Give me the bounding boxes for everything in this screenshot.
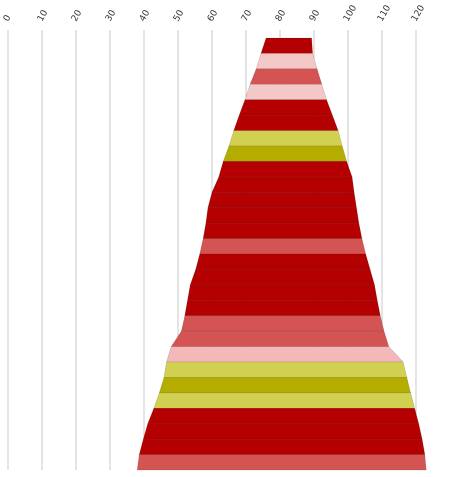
x-axis-tick-labels: 0 10 20 30 40 50 60 70 80 90 100 110 120 (2, 3, 427, 23)
funnel-band (170, 330, 390, 347)
funnel-band (142, 423, 423, 440)
funnel-band (158, 377, 411, 394)
x-tick-label: 60 (206, 8, 221, 23)
x-tick-label: 10 (36, 8, 51, 23)
funnel-band (189, 269, 375, 286)
funnel-band (244, 83, 327, 101)
x-tick-label: 80 (274, 8, 289, 23)
x-tick-label: 30 (104, 8, 119, 23)
x-tick-label: 70 (240, 8, 255, 23)
funnel-band (205, 207, 360, 224)
funnel-band (249, 68, 323, 85)
funnel-band (163, 361, 408, 378)
x-tick-label: 0 (2, 13, 14, 23)
funnel-band (222, 145, 348, 162)
x-tick-label: 100 (342, 3, 359, 23)
funnel-band (195, 253, 371, 270)
x-tick-label: 110 (376, 3, 393, 23)
x-tick-label: 20 (70, 8, 85, 23)
funnel-band (184, 299, 381, 317)
funnel-band (138, 438, 426, 455)
funnel-band (136, 454, 427, 471)
funnel-band (187, 284, 378, 301)
x-tick-label: 50 (172, 8, 187, 23)
funnel-band (147, 407, 420, 425)
funnel-band (260, 37, 313, 54)
funnel-band (211, 176, 355, 193)
x-tick-label: 90 (308, 8, 323, 23)
funnel-band (202, 222, 363, 239)
funnel-band (255, 53, 318, 70)
funnel-bands (136, 37, 427, 471)
funnel-band (218, 161, 353, 178)
funnel-band (199, 238, 367, 255)
funnel-band (153, 392, 416, 409)
funnel-band (207, 191, 357, 209)
funnel-band (238, 99, 333, 116)
x-tick-label: 120 (410, 3, 427, 23)
funnel-band (233, 114, 339, 131)
funnel-band (166, 346, 404, 363)
x-tick-label: 40 (138, 8, 153, 23)
funnel-band (181, 315, 385, 332)
funnel-band (228, 130, 343, 147)
